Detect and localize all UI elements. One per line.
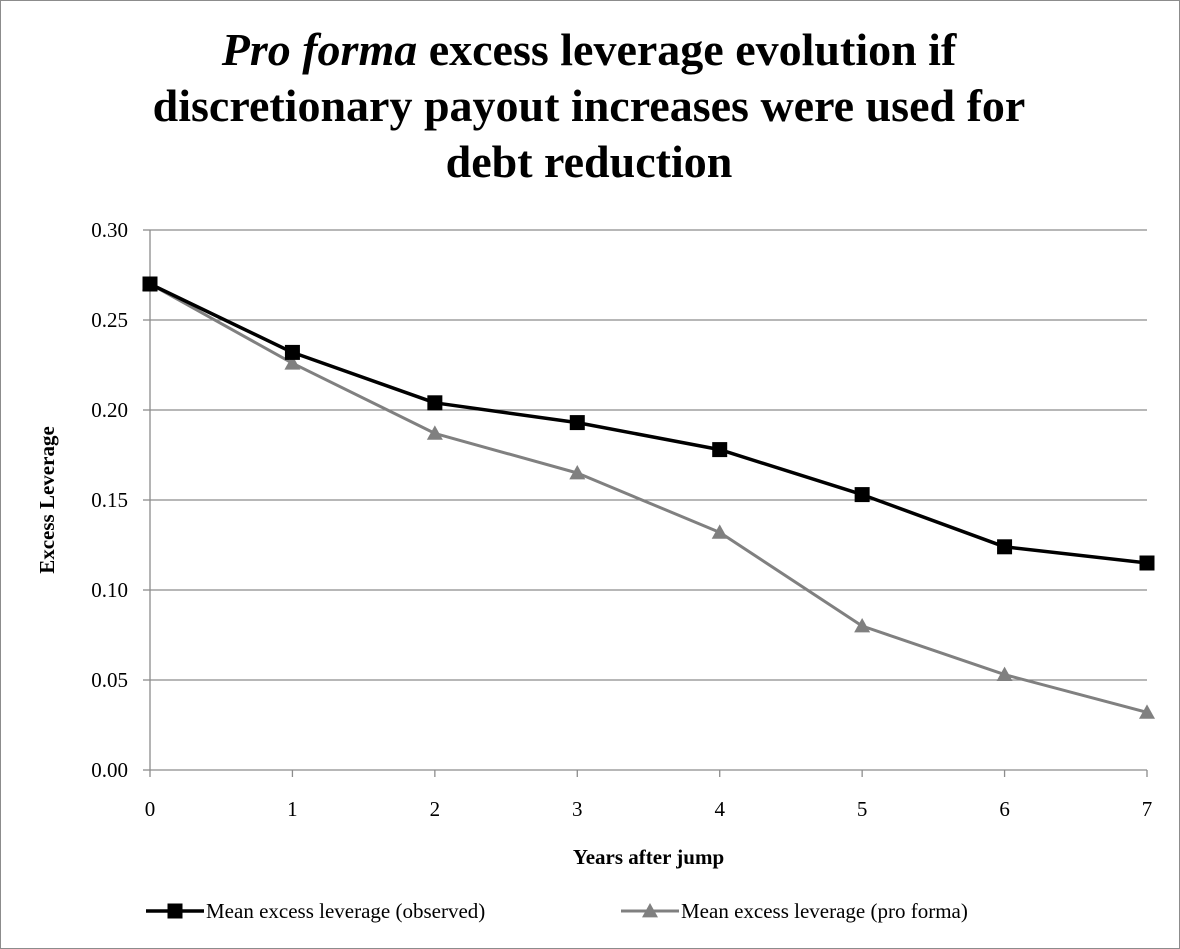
series-observed [142,276,1155,571]
y-tick-label: 0.15 [91,488,128,512]
data-point [284,344,300,360]
data-point [997,539,1013,555]
legend-label: Mean excess leverage (observed) [206,899,485,923]
x-tick-label: 2 [430,797,441,821]
data-point [854,487,870,503]
x-tick-label: 6 [999,797,1010,821]
x-axis-label: Years after jump [573,845,724,869]
series-pro-forma [142,276,1155,719]
x-tick-label: 3 [572,797,583,821]
x-tick-label: 4 [714,797,725,821]
title-line-3: debt reduction [445,136,733,187]
data-point [427,395,443,411]
series-line [149,282,1148,714]
series-layer [142,276,1155,719]
y-axis-label: Excess Leverage [35,426,59,574]
title-line-1: Pro forma excess leverage evolution if [40,22,1138,78]
x-tick-label: 5 [857,797,868,821]
x-tick-label: 1 [287,797,298,821]
x-tick-label: 0 [145,797,156,821]
legend-label: Mean excess leverage (pro forma) [681,899,968,923]
y-tick-label: 0.00 [91,758,128,782]
title-line-1-rest: excess leverage evolution if [417,24,957,75]
y-tick-label: 0.25 [91,308,128,332]
y-tick-label: 0.10 [91,578,128,602]
data-point [569,415,585,431]
legend: Mean excess leverage (observed) Mean exce… [146,899,968,923]
y-tick-label: 0.30 [91,218,128,242]
data-point [284,355,301,370]
legend-swatch-marker [167,903,183,919]
data-point [426,425,443,440]
gridlines [150,229,1147,681]
legend-swatch-marker [642,903,658,918]
axes: 0.00 0.05 0.10 0.15 0.20 0.25 0.30 0 1 2 3 4 5 6 7 Year… [35,218,1152,869]
title-italic-part: Pro forma [221,24,418,75]
legend-item-observed: Mean excess leverage (observed) [146,899,485,923]
data-point [712,442,728,458]
data-point [569,465,586,480]
y-tick-label: 0.05 [91,668,128,692]
legend-item-pro-forma: Mean excess leverage (pro forma) [621,899,968,923]
x-tick-label: 7 [1142,797,1153,821]
data-point [142,276,158,292]
data-point [996,666,1013,681]
chart-title: Pro forma excess leverage evolution if d… [40,22,1138,190]
y-tick-label: 0.20 [91,398,128,422]
data-point [1139,704,1155,719]
data-point [854,618,871,633]
data-point [711,524,728,539]
title-line-2: discretionary payout increases were used… [152,80,1026,131]
data-point [1139,555,1155,571]
series-line [149,282,1148,565]
